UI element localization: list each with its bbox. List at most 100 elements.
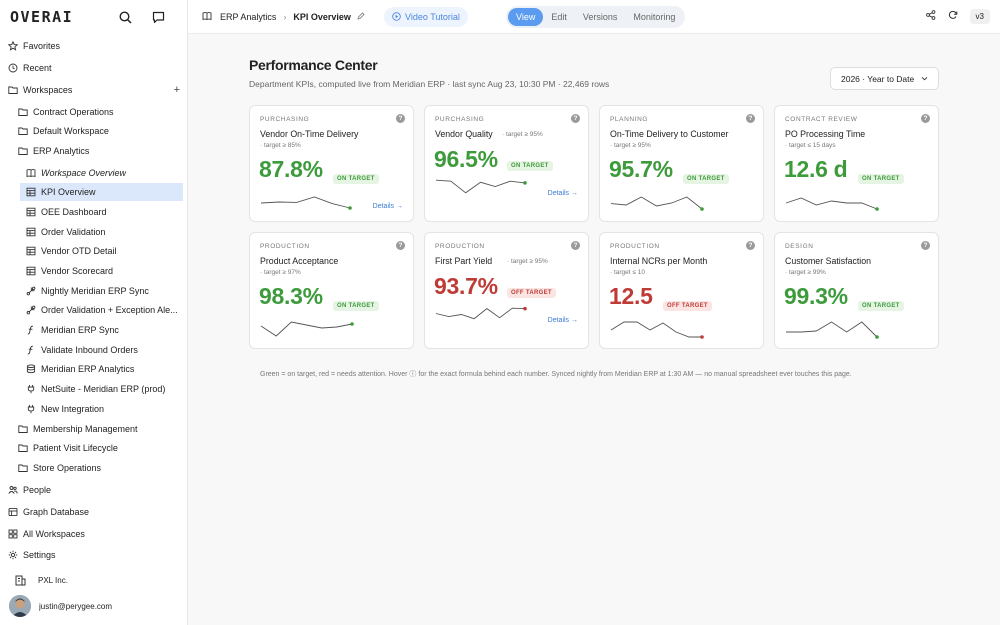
sparkline-path xyxy=(610,321,702,338)
sidebar-item[interactable]: Workspaces + xyxy=(0,81,188,99)
sparkline-last-point xyxy=(875,335,879,339)
sidebar-item[interactable]: Workspace Overview xyxy=(0,164,188,182)
sidebar-item[interactable]: Vendor Scorecard xyxy=(0,262,188,280)
kpi-target: · target ≥ 95% xyxy=(610,142,651,149)
sidebar-item[interactable]: Order Validation + Exception Ale... xyxy=(0,301,188,319)
table-icon xyxy=(26,266,36,276)
period-select[interactable]: 2026 · Year to Date xyxy=(830,67,939,90)
kpi-value: 93.7% xyxy=(434,273,498,299)
help-icon[interactable]: ? xyxy=(571,241,580,250)
tab-monitoring[interactable]: Monitoring xyxy=(633,12,676,22)
sidebar-item[interactable]: Patient Visit Lifecycle xyxy=(0,439,188,457)
tab-edit[interactable]: Edit xyxy=(551,12,567,22)
folder-icon xyxy=(8,85,18,95)
tab-versions[interactable]: Versions xyxy=(582,12,618,22)
chat-icon[interactable] xyxy=(152,11,165,24)
sidebar-item[interactable]: Membership Management xyxy=(0,420,188,438)
status-badge: OFF TARGET xyxy=(507,288,556,298)
kpi-category: PURCHASING xyxy=(435,116,485,123)
sidebar-item[interactable]: Meridian ERP Analytics xyxy=(0,360,188,378)
sidebar-item[interactable]: Order Validation xyxy=(0,223,188,241)
sidebar-item-label: People xyxy=(23,485,52,495)
sparkline-last-point xyxy=(523,306,527,311)
pencil-icon[interactable] xyxy=(357,11,365,22)
kpi-name: First Part Yield xyxy=(435,256,493,266)
period-select-value: 2026 · Year to Date xyxy=(841,73,915,84)
help-icon[interactable]: ? xyxy=(396,241,405,250)
sidebar-item[interactable]: New Integration xyxy=(0,400,188,418)
sidebar-item[interactable]: Settings xyxy=(0,546,188,564)
sidebar-item[interactable]: ERP Analytics xyxy=(0,142,188,160)
help-icon[interactable]: ? xyxy=(921,114,930,123)
sidebar-item[interactable]: Nightly Meridian ERP Sync xyxy=(0,282,188,300)
page-subtitle: Department KPIs, computed live from Meri… xyxy=(249,79,610,89)
kpi-category: PLANNING xyxy=(610,116,649,123)
sidebar-item[interactable]: Recent xyxy=(0,59,188,77)
folder-icon xyxy=(18,107,28,117)
kpi-card[interactable]: PURCHASING? Vendor On-Time Delivery · targ… xyxy=(249,105,414,222)
search-icon[interactable] xyxy=(119,10,132,24)
sidebar-item[interactable]: KPI Overview xyxy=(20,183,183,201)
sidebar-item-label: Order Validation xyxy=(41,227,106,237)
kpi-card[interactable]: CONTRACT REVIEW? PO Processing Time · targ… xyxy=(774,105,939,222)
tab-view[interactable]: View xyxy=(508,8,544,26)
sparkline-path xyxy=(610,196,703,210)
version-badge[interactable]: v3 xyxy=(969,8,990,24)
sidebar-item[interactable]: People xyxy=(0,481,188,499)
breadcrumb-parent[interactable]: ERP Analytics xyxy=(220,11,277,22)
kpi-card[interactable]: PURCHASING? Vendor Quality · target ≥ 95% 9… xyxy=(424,105,589,222)
workflow-icon xyxy=(26,286,36,296)
kpi-card[interactable]: PRODUCTION? Product Acceptance · target ≥ … xyxy=(249,232,414,349)
sparkline xyxy=(260,321,354,337)
help-icon[interactable]: ? xyxy=(746,241,755,250)
refresh-icon[interactable] xyxy=(948,7,958,25)
help-icon[interactable]: ? xyxy=(921,241,930,250)
sparkline-path xyxy=(260,321,353,337)
org-switcher[interactable]: PXL Inc. xyxy=(0,570,188,590)
user-menu[interactable]: justin@perygee.com xyxy=(0,594,188,618)
kpi-card[interactable]: DESIGN? Customer Satisfaction · target ≥ 9… xyxy=(774,232,939,349)
sidebar-item[interactable]: NetSuite - Meridian ERP (prod) xyxy=(0,380,188,398)
sidebar-item[interactable]: Store Operations xyxy=(0,459,188,477)
kpi-card[interactable]: PLANNING? On-Time Delivery to Customer · t… xyxy=(599,105,764,222)
app-logo[interactable]: OVERAI xyxy=(10,8,74,26)
sidebar-item-label: Workspace Overview xyxy=(41,168,127,178)
kpi-category: CONTRACT REVIEW xyxy=(785,116,858,123)
add-workspace-button[interactable]: + xyxy=(173,84,180,96)
sparkline-path xyxy=(786,321,878,338)
sparkline-last-point xyxy=(348,206,352,210)
sidebar-item[interactable]: All Workspaces xyxy=(0,525,188,543)
help-icon[interactable]: ? xyxy=(396,114,405,123)
status-badge: ON TARGET xyxy=(333,301,379,311)
sidebar-item[interactable]: Graph Database xyxy=(0,503,188,521)
details-link[interactable]: Details → xyxy=(547,317,578,324)
details-link[interactable]: Details → xyxy=(547,190,578,197)
sidebar-item[interactable]: Vendor OTD Detail xyxy=(0,242,188,260)
help-icon[interactable]: ? xyxy=(571,114,580,123)
video-tutorial-button[interactable]: Video Tutorial xyxy=(384,7,468,27)
sidebar-item-label: All Workspaces xyxy=(23,529,85,539)
folder-icon xyxy=(18,126,28,136)
sidebar-item[interactable]: Default Workspace xyxy=(0,122,188,140)
sidebar-item[interactable]: Meridian ERP Sync xyxy=(0,321,188,339)
kpi-category: PRODUCTION xyxy=(435,243,485,250)
sidebar-item[interactable]: OEE Dashboard xyxy=(0,203,188,221)
sparkline-last-point xyxy=(700,207,704,211)
kpi-card[interactable]: PRODUCTION? First Part Yield · target ≥ 95… xyxy=(424,232,589,349)
kpi-value: 98.3% xyxy=(259,283,323,309)
avatar xyxy=(9,595,31,617)
sidebar-item[interactable]: Validate Inbound Orders xyxy=(0,341,188,359)
sidebar-item[interactable]: Contract Operations xyxy=(0,103,188,121)
sidebar-item[interactable]: Favorites xyxy=(0,37,188,55)
folder-icon xyxy=(18,463,28,473)
help-icon[interactable]: ? xyxy=(746,114,755,123)
sidebar-item-label: Meridian ERP Sync xyxy=(41,325,119,335)
sidebar-item-label: Order Validation + Exception Ale... xyxy=(41,305,178,315)
workflow-icon xyxy=(26,305,36,315)
folder-icon xyxy=(18,146,28,156)
folder-icon xyxy=(18,443,28,453)
share-icon[interactable] xyxy=(925,7,936,25)
kpi-card[interactable]: PRODUCTION? Internal NCRs per Month · targ… xyxy=(599,232,764,349)
sidebar-item-label: KPI Overview xyxy=(41,187,96,197)
details-link[interactable]: Details → xyxy=(372,203,403,210)
